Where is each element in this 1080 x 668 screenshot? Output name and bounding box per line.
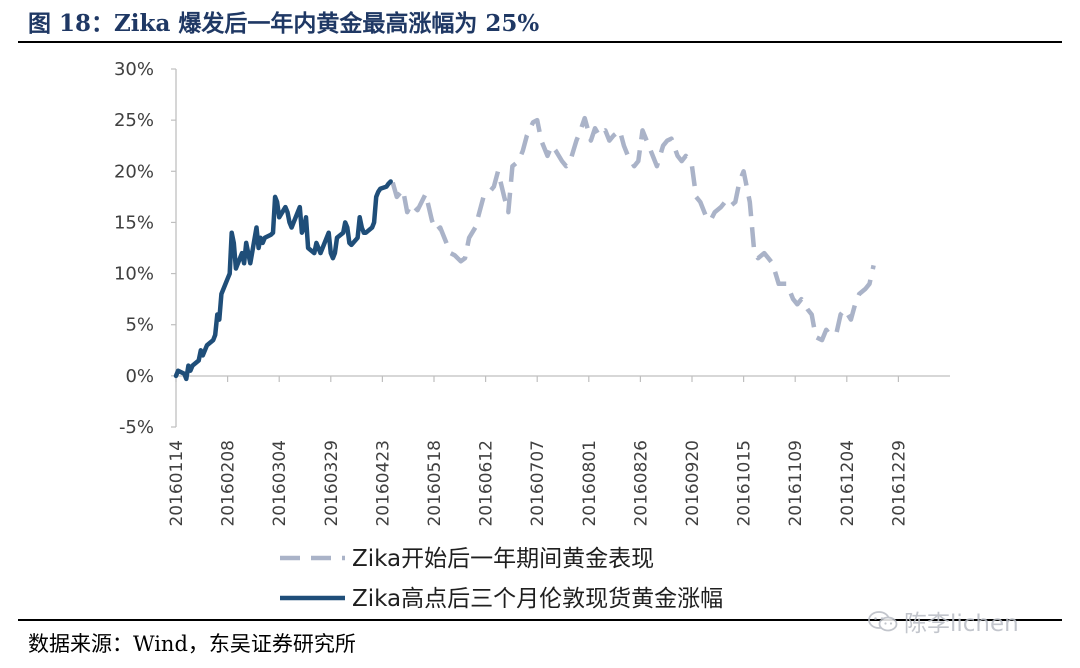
legend-label: Zika高点后三个月伦敦现货黄金涨幅 [352,586,723,612]
x-tick-label: 20160612 [477,440,497,527]
chart-axes: -5% 0% 5% 10% 15% 20% 25% 30% 20160114 20160208 20… [114,59,950,527]
chart: -5% 0% 5% 10% 15% 20% 25% 30% 20160114 20160208 20… [114,59,950,612]
x-tick-label: 20160329 [322,440,342,527]
series-line-dashed [390,115,876,343]
x-tick-label: 20160707 [528,440,548,527]
x-tick-label: 20160114 [167,440,187,527]
watermark-text: 陈李lichen [904,611,1019,637]
legend-label: Zika开始后一年期间黄金表现 [352,546,654,572]
top-rule [18,41,1062,43]
y-tick-label: 5% [125,315,154,336]
x-tick-label: 20160826 [631,440,651,527]
chart-series [173,115,876,382]
chart-title: 图 18：Zika 爆发后一年内黄金最高涨幅为 25% [28,10,540,37]
y-tick-label: 0% [125,366,154,387]
y-tick-label: 30% [114,59,154,80]
x-tick-label: 20161204 [838,440,858,527]
x-tick-label: 20161229 [889,440,909,527]
watermark: 陈李lichen [868,604,1019,640]
y-tick-label: 25% [114,110,154,131]
y-tick-label: 20% [114,161,154,182]
y-tick-label: 15% [114,212,154,233]
series-line-solid [173,179,393,382]
chart-legend: Zika开始后一年期间黄金表现 Zika高点后三个月伦敦现货黄金涨幅 [280,546,723,612]
x-tick-label: 20160423 [373,440,393,527]
x-tick-label: 20160518 [425,440,445,527]
x-tick-label: 20160920 [683,440,703,527]
y-tick-label: 10% [114,264,154,285]
wechat-icon [868,610,898,640]
x-tick-label: 20161015 [735,440,755,527]
y-tick-label: -5% [119,417,154,438]
x-tick-label: 20160208 [219,440,239,527]
x-tick-label: 20160304 [270,440,290,527]
source-note: 数据来源：Wind，东吴证券研究所 [28,632,356,656]
x-tick-label: 20161109 [786,440,806,527]
bottom-rule [18,619,1062,621]
x-tick-label: 20160801 [580,440,600,527]
